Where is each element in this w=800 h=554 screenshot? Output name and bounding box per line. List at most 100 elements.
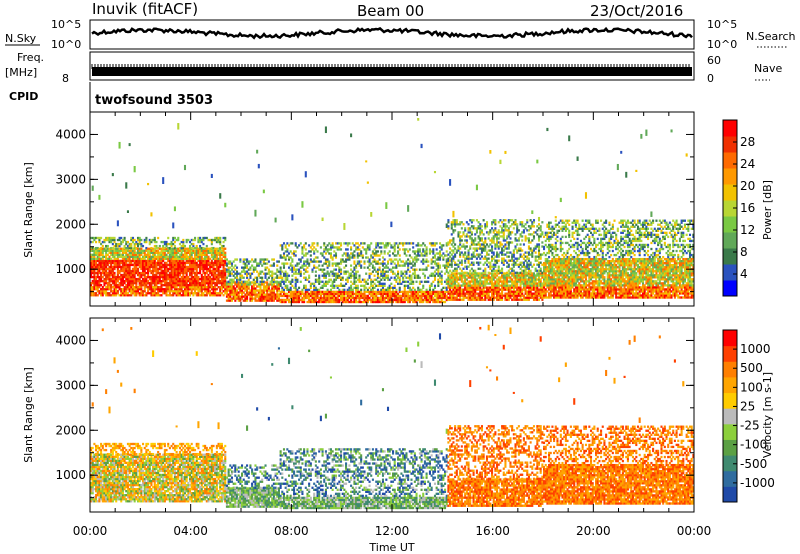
echo-cell [398,286,401,290]
echo-cell [397,300,400,304]
echo-cell [96,271,99,275]
echo-cell [170,294,173,297]
echo-cell [400,282,403,285]
echo-cell [239,272,242,275]
echo-cell [133,279,136,283]
echo-cell [450,296,453,299]
echo-cell [334,256,338,259]
echo-cell [470,233,473,236]
echo-cell [247,260,250,263]
echo-cell [450,278,453,281]
echo-cell [477,227,480,230]
echo-cell [464,282,467,285]
echo-cell [192,259,195,263]
echo-cell [333,254,336,257]
echo-cell [142,251,145,254]
echo-cell [237,291,240,294]
echo-cell [173,265,176,269]
echo-cell [455,286,458,289]
echo-cell [180,251,183,254]
echo-cell [242,283,245,286]
echo-cell [457,263,460,266]
echo-cell [365,280,368,283]
echo-cell [222,244,225,248]
echo-cell [418,248,421,251]
echo-cell [157,290,160,293]
echo-cell [108,275,111,279]
echo-cell [96,249,99,252]
echo-cell [120,265,123,269]
echo-cell [148,251,151,254]
echo-cell [499,284,502,287]
echo-cell [489,249,492,252]
echo-cell [326,298,329,302]
echo-cell [482,292,485,295]
echo-cell [251,285,254,288]
echo-cell [178,277,181,281]
echo-cell [200,281,203,285]
echo-cell [254,276,257,279]
echo-cell [199,246,202,250]
echo-cell [435,248,438,251]
echo-cell [202,292,205,295]
echo-cell [445,296,448,300]
echo-cell [234,295,237,298]
echo-cell [282,282,286,285]
echo-cell [368,248,371,251]
echo-cell [281,290,284,294]
echo-cell [143,255,146,259]
echo-cell [133,277,136,281]
echo-cell [266,297,269,300]
echo-cell [496,261,499,264]
echo-cell [388,286,391,290]
echo-cell [212,257,215,261]
echo-cell [465,296,468,299]
echo-cell [131,277,135,281]
echo-cell [403,290,406,294]
echo-cell [470,286,473,289]
echo-cell [385,244,388,247]
echo-cell [298,268,301,271]
echo-cell [183,286,187,289]
echo-cell [286,276,289,279]
echo-cell [403,280,406,283]
echo-cell [497,296,500,299]
echo-cell [116,263,119,267]
echo-cell [449,179,452,186]
echo-cell [93,238,96,242]
echo-cell [373,286,376,290]
echo-cell [212,286,215,289]
echo-cell [131,249,135,252]
echo-cell [199,290,202,293]
echo-cell [271,274,274,277]
echo-cell [157,263,160,267]
echo-cell [427,276,430,279]
echo-cell [380,272,383,275]
echo-cell [254,283,257,286]
echo-cell [472,274,475,277]
echo-cell [494,272,497,275]
echo-cell [390,298,393,302]
echo-cell [110,283,113,287]
echo-cell [490,294,494,297]
echo-cell [261,291,264,294]
echo-cell [100,253,103,257]
echo-cell [381,284,385,287]
echo-cell [350,274,353,277]
echo-cell [140,247,143,250]
echo-cell [405,298,408,302]
echo-cell [237,287,240,290]
echo-cell [494,261,497,264]
echo-cell [153,261,156,265]
echo-cell [393,278,396,281]
echo-cell [487,249,490,252]
echo-cell [477,221,480,224]
echo-cell [162,255,165,259]
echo-cell [432,250,435,253]
echo-cell [368,258,371,261]
echo-cell [470,225,473,228]
echo-cell [162,246,165,250]
echo-cell [336,274,339,277]
echo-cell [286,284,289,287]
echo-cell [276,283,279,286]
